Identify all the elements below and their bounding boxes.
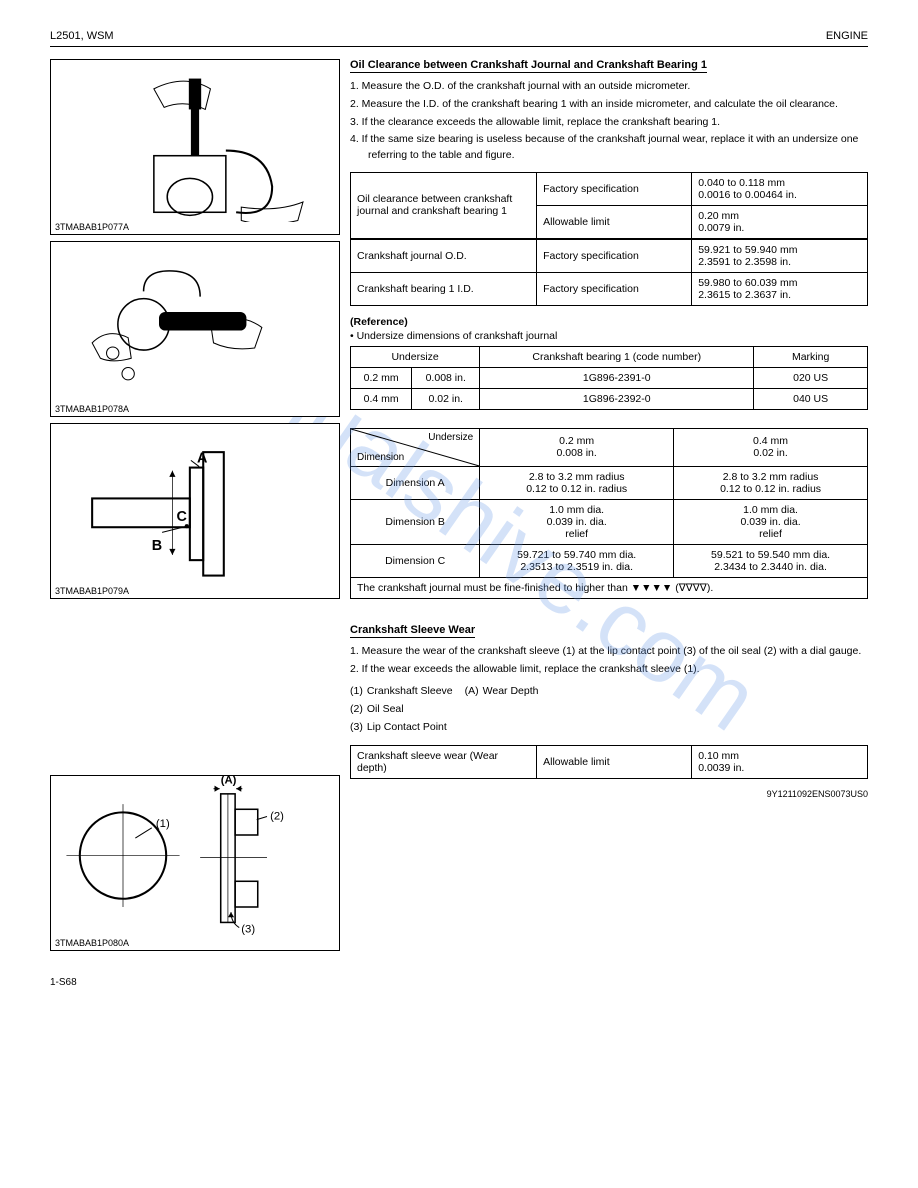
legend: (2) Oil Seal [350, 703, 868, 715]
cell: Dimension C [351, 544, 480, 577]
cell: 59.980 to 60.039 mm 2.3615 to 2.3637 in. [692, 272, 868, 305]
cell: 040 US [754, 388, 868, 409]
svg-text:(3): (3) [241, 924, 255, 936]
svg-text:A: A [197, 451, 207, 467]
cell: Allowable limit [537, 205, 692, 238]
cell: 020 US [754, 367, 868, 388]
cell: Dimension B [351, 499, 480, 544]
svg-text:(1): (1) [156, 818, 170, 830]
header-right: ENGINE [826, 30, 868, 42]
cell: 1.0 mm dia. 0.039 in. dia. relief [480, 499, 674, 544]
cell: 0.4 mm [351, 388, 412, 409]
cell: 1G896-2391-0 [480, 367, 754, 388]
cell: 0.4 mm 0.02 in. [674, 428, 868, 466]
cell: 2.8 to 3.2 mm radius 0.12 to 0.12 in. ra… [480, 466, 674, 499]
step: 2. If the wear exceeds the allowable lim… [350, 662, 868, 678]
sleeve-wear-icon: (1) (A) (2) (3) [51, 763, 339, 948]
figure-4: (1) (A) (2) (3) [50, 775, 340, 951]
left-column: 3TMABAB1P077A 3TMABAB1P078A [50, 59, 340, 957]
cell: 0.2 mm [351, 367, 412, 388]
step: 3. If the clearance exceeds the allowabl… [350, 115, 868, 131]
section-1-steps: 1. Measure the O.D. of the crankshaft jo… [350, 79, 868, 164]
svg-text:C: C [176, 509, 186, 525]
right-column: Oil Clearance between Crankshaft Journal… [350, 59, 868, 957]
figure-1: 3TMABAB1P077A [50, 59, 340, 235]
dimensions-table: Undersize Dimension 0.2 mm 0.008 in. 0.4… [350, 428, 868, 599]
cell: 0.20 mm 0.0079 in. [692, 205, 868, 238]
section-2-steps: 1. Measure the wear of the crankshaft sl… [350, 644, 868, 678]
step: 1. Measure the wear of the crankshaft sl… [350, 644, 868, 660]
cell: 59.521 to 59.540 mm dia. 2.3434 to 2.344… [674, 544, 868, 577]
cell: Undersize [351, 346, 480, 367]
page-number: 1-S68 [50, 977, 868, 988]
cell: 59.721 to 59.740 mm dia. 2.3513 to 2.351… [480, 544, 674, 577]
reference-heading: (Reference) [350, 316, 868, 328]
cell: The crankshaft journal must be fine-fini… [351, 577, 868, 598]
cell: 0.2 mm 0.008 in. [480, 428, 674, 466]
cell: Crankshaft bearing 1 I.D. [351, 272, 537, 305]
dimension-diagram-icon: A B C [51, 411, 339, 596]
wear-table: Crankshaft sleeve wear (Wear depth) Allo… [350, 745, 868, 779]
page-header: L2501, WSM ENGINE [50, 30, 868, 47]
svg-text:(2): (2) [270, 811, 284, 823]
cell: Marking [754, 346, 868, 367]
cell: Factory specification [537, 172, 692, 205]
cell: Crankshaft sleeve wear (Wear depth) [351, 746, 537, 779]
svg-text:(A): (A) [221, 775, 237, 787]
legend-item: (1) Crankshaft Sleeve [350, 685, 453, 697]
cell: Crankshaft bearing 1 (code number) [480, 346, 754, 367]
legend-item: (A) Wear Depth [465, 685, 539, 697]
section-2-title: Crankshaft Sleeve Wear [350, 624, 475, 638]
cell: Factory specification [537, 272, 692, 305]
legend: (3) Lip Contact Point [350, 721, 868, 733]
section-1-title: Oil Clearance between Crankshaft Journal… [350, 59, 707, 73]
cell: 0.040 to 0.118 mm 0.0016 to 0.00464 in. [692, 172, 868, 205]
step: 2. Measure the I.D. of the crankshaft be… [350, 97, 868, 113]
cell: 1G896-2392-0 [480, 388, 754, 409]
bearing-micrometer-icon [51, 240, 339, 405]
cell: 2.8 to 3.2 mm radius 0.12 to 0.12 in. ra… [674, 466, 868, 499]
step: 1. Measure the O.D. of the crankshaft jo… [350, 79, 868, 95]
section-sleeve-wear: Crankshaft Sleeve Wear 1. Measure the we… [350, 624, 868, 800]
header-left: L2501, WSM [50, 30, 114, 42]
cell: 0.10 mm 0.0039 in. [692, 746, 868, 779]
journal-table: Crankshaft journal O.D. Factory specific… [350, 239, 868, 306]
legend: (1) Crankshaft Sleeve (A) Wear Depth [350, 685, 868, 697]
cell: Factory specification [537, 239, 692, 272]
legend-item: (3) Lip Contact Point [350, 721, 447, 733]
step: 4. If the same size bearing is useless b… [350, 132, 868, 164]
svg-text:B: B [152, 538, 162, 554]
cell: Oil clearance between crankshaft journal… [351, 172, 537, 238]
section-oil-clearance: Oil Clearance between Crankshaft Journal… [350, 59, 868, 599]
footer-code: 9Y1211092ENS0073US0 [350, 789, 868, 799]
reference-sub: • Undersize dimensions of crankshaft jou… [350, 330, 868, 342]
figure-2: 3TMABAB1P078A [50, 241, 340, 417]
cell: Crankshaft journal O.D. [351, 239, 537, 272]
cell: Allowable limit [537, 746, 692, 779]
clearance-table: Oil clearance between crankshaft journal… [350, 172, 868, 239]
undersize-table: Undersize Crankshaft bearing 1 (code num… [350, 346, 868, 410]
cell: 0.02 in. [412, 388, 480, 409]
crankshaft-micrometer-icon [51, 58, 339, 223]
cell: 1.0 mm dia. 0.039 in. dia. relief [674, 499, 868, 544]
figure-3: A B C 3TMABAB1P079A [50, 423, 340, 599]
legend-item: (2) Oil Seal [350, 703, 404, 715]
cell: 0.008 in. [412, 367, 480, 388]
cell: 59.921 to 59.940 mm 2.3591 to 2.3598 in. [692, 239, 868, 272]
cell: Dimension A [351, 466, 480, 499]
diagonal-header: Undersize Dimension [351, 428, 480, 466]
